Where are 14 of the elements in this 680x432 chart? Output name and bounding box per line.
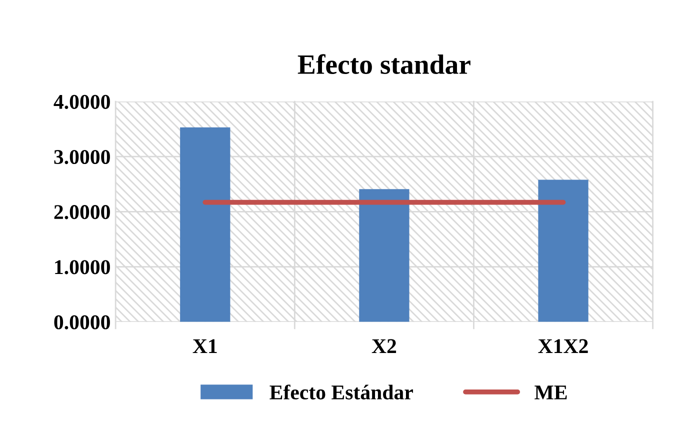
bar xyxy=(180,127,230,322)
bar xyxy=(359,189,410,322)
y-tick-label: 1.0000 xyxy=(55,260,110,274)
y-tick-label: 4.0000 xyxy=(54,94,110,110)
x-tick-label: X1X2 xyxy=(538,339,588,353)
y-tick-label: 2.0000 xyxy=(54,205,110,220)
chart-title: Efecto standar xyxy=(298,54,470,74)
legend-label: ME xyxy=(534,386,567,400)
bar xyxy=(538,180,588,322)
x-tick-label: X2 xyxy=(372,339,396,353)
y-tick-label: 3.0000 xyxy=(54,150,110,164)
x-tick-label: X1 xyxy=(192,339,217,353)
legend-label: Efecto Estándar xyxy=(270,384,413,400)
y-tick-label: 0.0000 xyxy=(54,315,110,330)
